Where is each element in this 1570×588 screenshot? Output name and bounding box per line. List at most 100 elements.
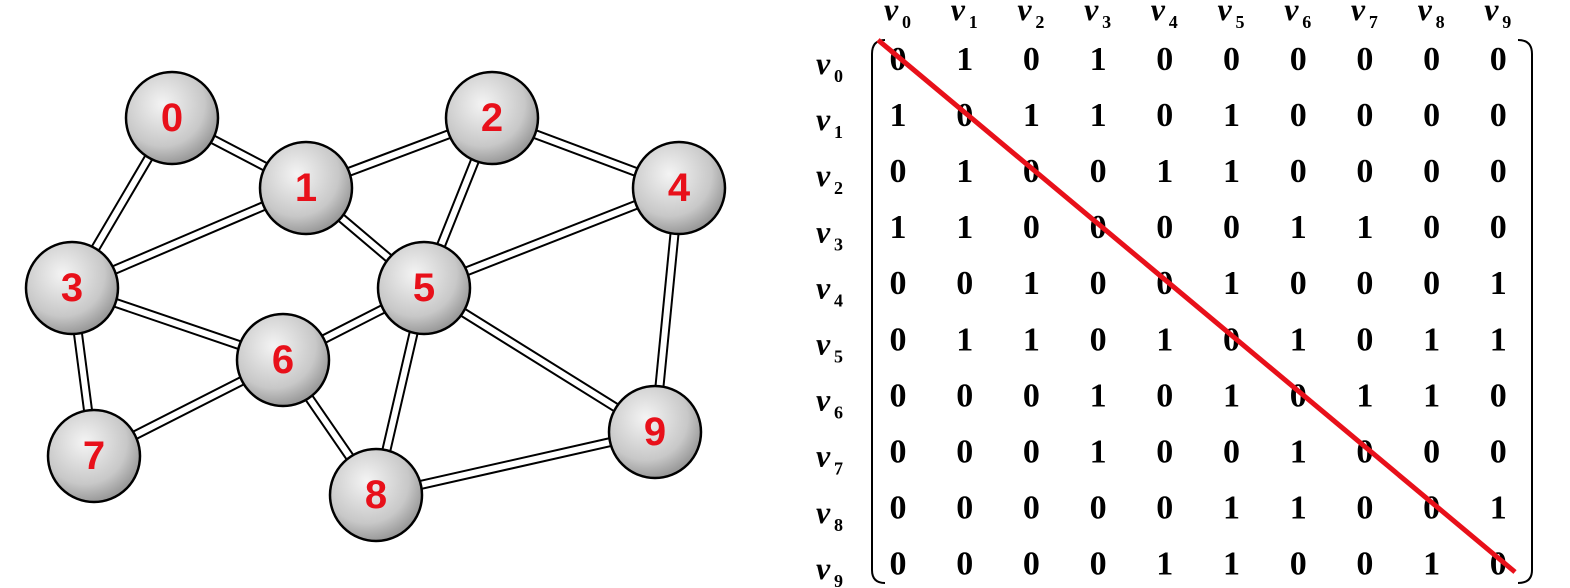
matrix-cell: 1 <box>1423 377 1440 414</box>
matrix-cell: 1 <box>956 321 973 358</box>
vertex-index: 1 <box>834 122 843 142</box>
vertex-index: 1 <box>969 12 978 32</box>
matrix-cell: 0 <box>956 433 973 470</box>
matrix-cell: 0 <box>1356 490 1373 527</box>
matrix-cell: 0 <box>890 490 907 527</box>
vertex-letter: v <box>1418 0 1433 27</box>
vertex-letter: v <box>951 0 966 27</box>
node-circle <box>258 140 354 236</box>
matrix-cell: 0 <box>1423 97 1440 134</box>
vertex-index: 0 <box>834 66 843 86</box>
matrix-cell: 0 <box>1490 97 1507 134</box>
matrix-cell: 1 <box>956 153 973 190</box>
matrix-cell: 1 <box>1490 490 1507 527</box>
matrix-cell: 1 <box>1290 321 1307 358</box>
matrix-cell: 1 <box>1090 433 1107 470</box>
matrix-cell: 1 <box>1490 265 1507 302</box>
left-bracket <box>871 39 886 584</box>
node-label: 7 <box>83 434 105 478</box>
vertex-letter: v <box>816 382 831 418</box>
matrix-cell: 0 <box>1156 490 1173 527</box>
matrix-cell: 0 <box>1023 433 1040 470</box>
vertex-letter: v <box>816 101 831 137</box>
right-bracket <box>1517 39 1533 584</box>
matrix-cell: 0 <box>1023 546 1040 583</box>
matrix-cell: 0 <box>1490 153 1507 190</box>
vertex-index: 0 <box>902 12 911 32</box>
matrix-cell: 1 <box>1490 321 1507 358</box>
matrix-cell: 0 <box>1490 209 1507 246</box>
matrix-cell: 0 <box>1290 153 1307 190</box>
matrix-cell: 0 <box>1490 41 1507 78</box>
node-label: 9 <box>644 410 666 454</box>
matrix-cell: 1 <box>1423 321 1440 358</box>
adjacency-matrix: v0v1v2v3v4v5v6v7v8v9v00101000000v1101101… <box>816 0 1533 588</box>
vertex-index: 9 <box>1502 12 1511 32</box>
vertex-index: 4 <box>1169 12 1178 32</box>
vertex-letter: v <box>1284 0 1299 27</box>
vertex-letter: v <box>1084 0 1099 27</box>
matrix-cell: 1 <box>1223 97 1240 134</box>
matrix-cell: 0 <box>1090 546 1107 583</box>
matrix-cell: 1 <box>1090 41 1107 78</box>
matrix-cell: 0 <box>1356 153 1373 190</box>
matrix-cell: 1 <box>1090 377 1107 414</box>
vertex-index: 5 <box>1236 12 1245 32</box>
vertex-index: 8 <box>834 515 843 535</box>
node-circle <box>235 312 331 408</box>
vertex-letter: v <box>884 0 899 27</box>
matrix-cell: 0 <box>1090 265 1107 302</box>
matrix-cell: 0 <box>1156 433 1173 470</box>
matrix-cell: 1 <box>1290 490 1307 527</box>
vertex-letter: v <box>816 45 831 81</box>
matrix-cell: 0 <box>956 377 973 414</box>
matrix-cell: 0 <box>1223 209 1240 246</box>
matrix-cell: 0 <box>890 265 907 302</box>
node-circle <box>376 240 472 336</box>
matrix-cell: 0 <box>1490 433 1507 470</box>
matrix-cell: 0 <box>1023 41 1040 78</box>
matrix-cell: 1 <box>890 209 907 246</box>
node-circle <box>24 240 120 336</box>
node-circle <box>124 70 220 166</box>
matrix-cell: 1 <box>1356 209 1373 246</box>
matrix-cell: 1 <box>1223 377 1240 414</box>
matrix-cell: 0 <box>1290 97 1307 134</box>
matrix-cell: 0 <box>890 153 907 190</box>
vertex-index: 9 <box>834 571 843 588</box>
matrix-cell: 0 <box>1356 265 1373 302</box>
matrix-cell: 0 <box>1356 546 1373 583</box>
matrix-cell: 0 <box>1290 41 1307 78</box>
matrix-cell: 0 <box>1356 97 1373 134</box>
matrix-cell: 1 <box>1023 265 1040 302</box>
vertex-letter: v <box>816 213 831 249</box>
matrix-cell: 0 <box>890 377 907 414</box>
matrix-cell: 1 <box>1223 153 1240 190</box>
matrix-cell: 0 <box>1023 209 1040 246</box>
matrix-cell: 0 <box>956 265 973 302</box>
vertex-letter: v <box>1484 0 1499 27</box>
vertex-index: 5 <box>834 347 843 367</box>
matrix-cell: 0 <box>890 321 907 358</box>
road-center <box>375 429 656 498</box>
vertex-letter: v <box>816 438 831 474</box>
vertex-letter: v <box>1151 0 1166 27</box>
vertex-index: 8 <box>1436 12 1445 32</box>
roads <box>67 113 684 500</box>
node-circle <box>328 447 424 543</box>
matrix-cell: 0 <box>956 490 973 527</box>
node-label: 6 <box>272 338 294 382</box>
vertex-index: 2 <box>1035 12 1044 32</box>
node-label: 5 <box>413 266 435 310</box>
matrix-cell: 1 <box>956 41 973 78</box>
node-label: 2 <box>481 96 503 140</box>
node-circle <box>46 408 142 504</box>
matrix-cell: 0 <box>1423 265 1440 302</box>
vertex-letter: v <box>816 494 831 530</box>
matrix-cell: 0 <box>956 546 973 583</box>
node-label: 4 <box>668 166 691 210</box>
node-label: 8 <box>365 473 387 517</box>
matrix-cell: 0 <box>1423 433 1440 470</box>
vertex-index: 7 <box>834 459 843 479</box>
